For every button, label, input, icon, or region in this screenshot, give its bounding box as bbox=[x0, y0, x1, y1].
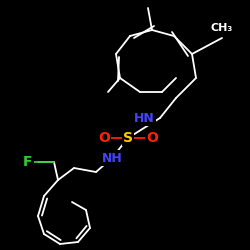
Text: CH₃: CH₃ bbox=[211, 23, 233, 33]
Text: S: S bbox=[123, 131, 133, 145]
Text: O: O bbox=[146, 131, 158, 145]
Text: O: O bbox=[98, 131, 110, 145]
Text: NH: NH bbox=[102, 152, 122, 164]
Text: HN: HN bbox=[134, 112, 154, 124]
Text: F: F bbox=[23, 155, 33, 169]
